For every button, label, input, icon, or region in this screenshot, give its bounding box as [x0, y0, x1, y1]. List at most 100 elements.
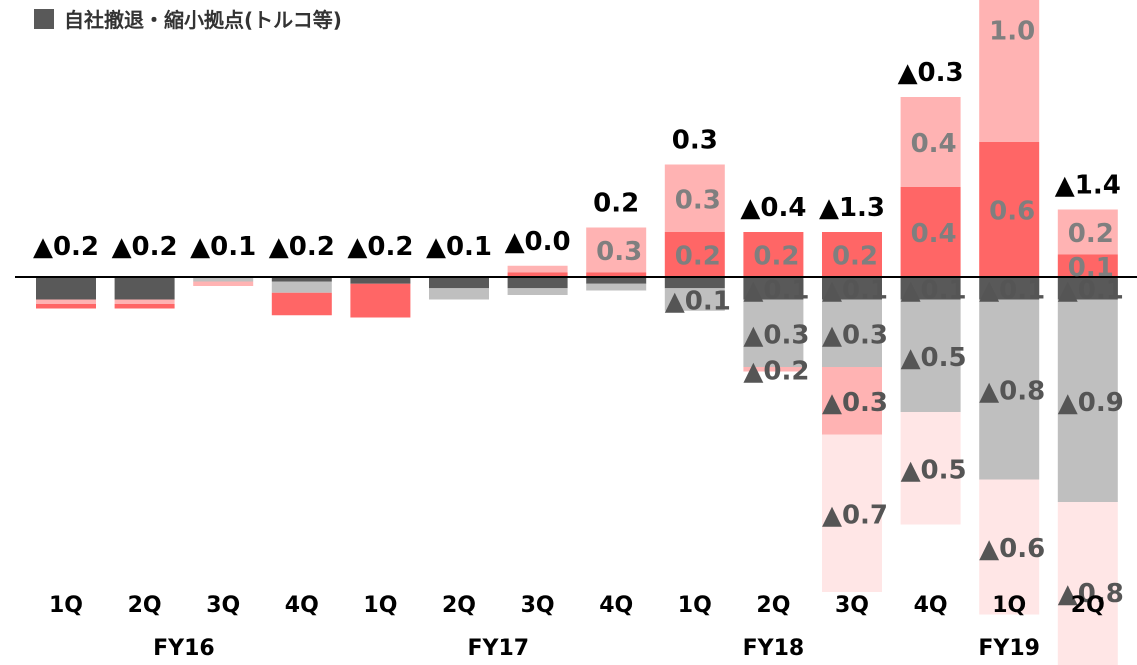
segment-value-label: ▲0.1 [1058, 275, 1124, 305]
x-tick-label: 2Q [442, 593, 476, 618]
fiscal-year-label: FY17 [468, 636, 530, 661]
total-value-label: 0.2 [593, 189, 639, 219]
bar-segment [507, 288, 568, 295]
bar-segment [979, 479, 1040, 615]
total-value-label: ▲0.2 [33, 232, 99, 262]
segment-value-label: ▲0.5 [901, 343, 967, 373]
bar-segment [900, 277, 961, 300]
bar-segment [664, 277, 725, 289]
segment-value-label: 0.4 [911, 129, 957, 159]
segment-value-label: ▲0.7 [822, 500, 888, 530]
x-tick-label: 3Q [521, 593, 555, 618]
bar-segment [193, 277, 254, 282]
bar-segment [664, 164, 725, 232]
bar-segment [822, 232, 882, 277]
x-tick-label: 4Q [285, 593, 319, 618]
segment-value-label: ▲0.1 [822, 275, 888, 305]
bar-segment [743, 232, 804, 277]
segment-value-label: 0.2 [832, 242, 878, 272]
bar-segment [900, 299, 961, 412]
bar-segment [36, 277, 96, 300]
segment-value-label: 0.3 [675, 185, 721, 215]
segment-value-label: ▲0.6 [979, 534, 1045, 564]
bar-segment [507, 272, 568, 277]
x-tick-label: 3Q [835, 593, 869, 618]
total-value-label: ▲0.3 [898, 58, 964, 88]
bar-segment [350, 283, 411, 318]
bar-segment [664, 232, 725, 277]
bar-segment [1057, 254, 1118, 277]
segment-value-label: ▲0.1 [901, 275, 967, 305]
segment-value-label: 0.6 [989, 197, 1035, 227]
bar-segment [1057, 299, 1118, 502]
bar-segment [743, 299, 804, 367]
bar-segment [822, 299, 882, 367]
legend-label: 自社撤退・縮小拠点(トルコ等) [64, 8, 342, 32]
bar-segment [507, 265, 568, 273]
bar-segment [822, 434, 882, 592]
segment-value-label: ▲0.3 [743, 320, 809, 350]
segment-value-label: 0.2 [675, 242, 721, 272]
segment-value-label: ▲0.1 [665, 287, 731, 317]
bar-segment [429, 277, 489, 289]
segment-value-label: 0.1 [1068, 253, 1114, 283]
bar-segment [114, 304, 175, 309]
bar-segment [586, 227, 647, 273]
bar-segment [743, 367, 804, 372]
x-tick-label: 2Q [756, 593, 790, 618]
segment-value-label: ▲0.8 [979, 377, 1045, 407]
bar-segment [271, 277, 332, 282]
bar-segment [900, 97, 961, 187]
bar-segment [271, 281, 332, 293]
segment-value-label: ▲0.2 [743, 356, 809, 386]
x-tick-label: 2Q [1071, 593, 1105, 618]
bar-segment [900, 187, 961, 277]
total-value-label: ▲0.2 [269, 232, 335, 262]
bar-segment [1057, 277, 1118, 300]
x-tick-label: 1Q [992, 593, 1026, 618]
segment-value-label: 0.3 [596, 237, 642, 267]
bar-segment [507, 277, 568, 289]
bar-segment [743, 277, 804, 300]
x-tick-label: 4Q [599, 593, 633, 618]
bar-segment [350, 277, 411, 284]
total-value-label: ▲0.4 [740, 193, 806, 223]
segment-value-label: 0.2 [753, 242, 799, 272]
bar-segment [114, 299, 175, 304]
segment-value-label: 1.0 [989, 17, 1035, 47]
bar-segment [586, 272, 647, 277]
legend-swatch [34, 8, 54, 29]
bar-segment [979, 277, 1040, 300]
bar-segment [193, 281, 254, 286]
segment-value-label: ▲0.1 [979, 275, 1045, 305]
bar-segment [979, 142, 1040, 277]
x-tick-label: 4Q [914, 593, 948, 618]
bar-segment [1057, 209, 1118, 255]
segment-value-label: 0.4 [911, 219, 957, 249]
bar-segment [1057, 502, 1118, 665]
bar-segment [664, 288, 725, 311]
segment-value-label: ▲0.9 [1058, 388, 1124, 418]
bar-segment [822, 367, 882, 435]
bar-segment [586, 277, 647, 284]
segment-value-label: ▲0.8 [1058, 579, 1124, 609]
x-tick-label: 1Q [363, 593, 397, 618]
bar-segment [979, 299, 1040, 480]
segment-value-label: ▲0.3 [822, 320, 888, 350]
total-value-label: ▲0.0 [505, 227, 571, 257]
segment-value-label: ▲0.3 [822, 388, 888, 418]
bar-segment [822, 277, 882, 300]
bar-segment [979, 0, 1040, 142]
x-tick-label: 1Q [49, 593, 83, 618]
fiscal-year-label: FY18 [743, 636, 805, 661]
x-tick-label: 1Q [678, 593, 712, 618]
bar-segment [900, 412, 961, 525]
x-tick-label: 3Q [206, 593, 240, 618]
bar-segment [586, 283, 647, 291]
bar-segment [36, 299, 96, 304]
fiscal-year-label: FY16 [153, 636, 215, 661]
bar-segment [114, 277, 175, 300]
total-value-label: ▲0.2 [347, 232, 413, 262]
total-value-label: ▲0.2 [112, 232, 178, 262]
legend: 自社撤退・縮小拠点(トルコ等) [34, 4, 342, 33]
